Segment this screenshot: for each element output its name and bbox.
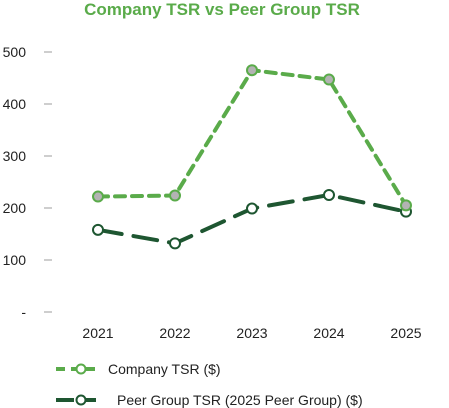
series-company-tsr (92, 64, 412, 212)
series-peer-group-tsr (92, 189, 412, 250)
data-point (169, 237, 181, 250)
legend-label: Peer Group TSR (2025 Peer Group) ($) (117, 392, 363, 408)
data-point (400, 199, 412, 212)
y-tick-label: 100 (3, 252, 27, 268)
data-point (169, 189, 181, 202)
data-point (246, 202, 258, 215)
data-point (323, 189, 335, 201)
x-tick-label: 2021 (82, 325, 113, 341)
x-tick-label: 2024 (313, 325, 344, 341)
x-tick-label: 2022 (159, 325, 190, 341)
y-tick-label: 200 (3, 200, 27, 216)
legend-label: Company TSR ($) (108, 361, 221, 377)
legend-item-company-tsr: Company TSR ($) (56, 361, 221, 377)
y-axis: - 100 200 300 400 500 (3, 44, 52, 320)
y-tick-label: 300 (3, 148, 27, 164)
legend-item-peer-group-tsr: Peer Group TSR (2025 Peer Group) ($) (56, 392, 363, 408)
x-tick-label: 2023 (236, 325, 267, 341)
y-tick-label: 500 (3, 44, 27, 60)
x-axis: 2021 2022 2023 2024 2025 (82, 325, 421, 341)
series-line (96, 68, 408, 208)
data-point (246, 64, 258, 77)
data-point (92, 223, 104, 236)
legend-swatch-marker (75, 363, 87, 375)
y-tick-label: 400 (3, 96, 27, 112)
y-tick-label: - (21, 304, 26, 320)
chart-title: Company TSR vs Peer Group TSR (84, 0, 360, 19)
legend-swatch-marker (75, 394, 87, 406)
data-point (92, 190, 104, 203)
plot-area (92, 64, 412, 250)
series-line (96, 193, 408, 246)
data-point (323, 73, 335, 86)
x-tick-label: 2025 (390, 325, 421, 341)
legend: Company TSR ($) Peer Group TSR (2025 Peer… (56, 361, 363, 408)
